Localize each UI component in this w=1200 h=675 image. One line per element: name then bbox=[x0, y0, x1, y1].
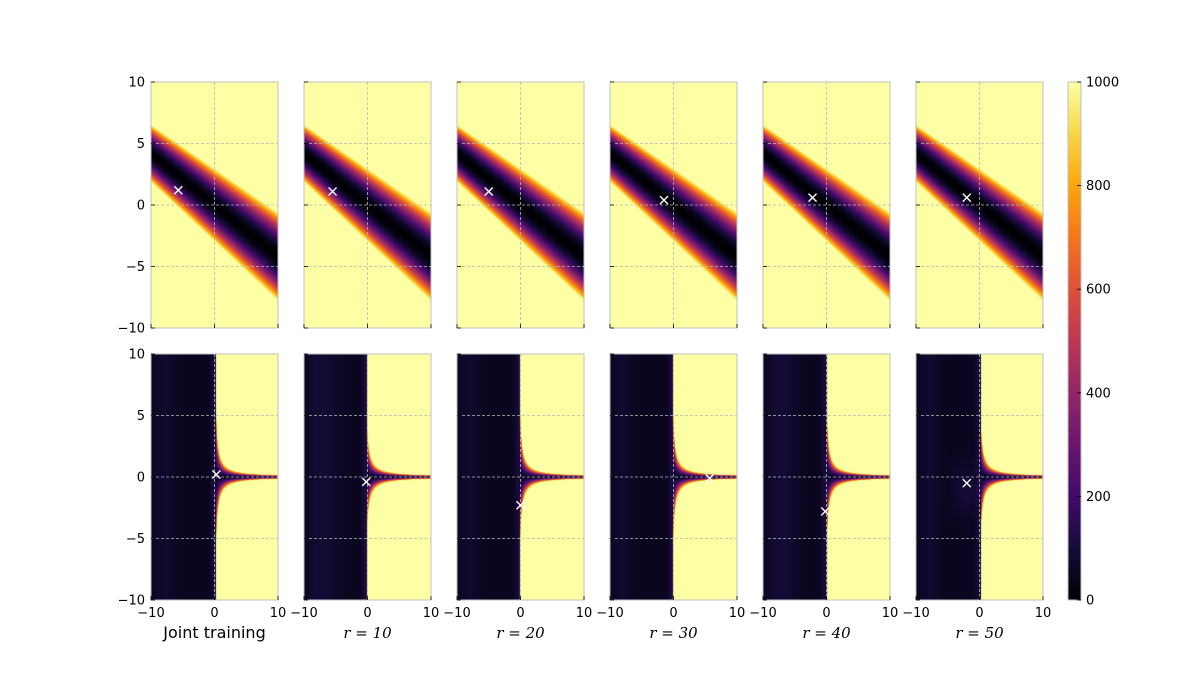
colorbar: 0 200 400 600 800 1000 bbox=[1067, 76, 1119, 609]
panel-r2-c1: −10 −5 0 5 10 −10 0 10 Joint training bbox=[118, 348, 287, 643]
minimum-marker bbox=[516, 500, 525, 510]
x-tick-label: 10 bbox=[882, 606, 899, 621]
panel-r1-c2 bbox=[303, 81, 432, 329]
panel-r1-c3 bbox=[456, 81, 585, 329]
x-tick-label: −10 bbox=[137, 606, 164, 621]
x-tick-label: −10 bbox=[902, 606, 929, 621]
x-tick-label: −10 bbox=[290, 606, 317, 621]
x-tick-label: 10 bbox=[576, 606, 593, 621]
minimum-marker bbox=[705, 473, 715, 483]
x-tick-label: 10 bbox=[423, 606, 440, 621]
colorbar-tick-label: 400 bbox=[1086, 386, 1111, 401]
y-tick-label: −10 bbox=[118, 594, 145, 609]
x-tick-label: 10 bbox=[729, 606, 746, 621]
minimum-marker bbox=[659, 195, 669, 205]
minimum-marker bbox=[173, 185, 183, 195]
minimum-marker bbox=[808, 193, 818, 203]
y-tick-label: 5 bbox=[137, 137, 145, 152]
column-label: Joint training bbox=[162, 623, 265, 642]
colorbar-tick-label: 0 bbox=[1086, 594, 1094, 609]
y-tick-label: 0 bbox=[137, 471, 145, 486]
panel-r1-c6 bbox=[915, 81, 1044, 329]
colorbar-tick-label: 800 bbox=[1086, 179, 1111, 194]
column-label: r = 30 bbox=[649, 624, 698, 642]
y-tick-label: 10 bbox=[128, 76, 145, 91]
column-label: r = 50 bbox=[955, 624, 1004, 642]
panel-r1-c1: −10 −5 0 5 10 bbox=[118, 76, 279, 337]
x-tick-label: 10 bbox=[1035, 606, 1052, 621]
y-tick-label: −5 bbox=[126, 532, 145, 547]
minimum-marker bbox=[962, 478, 972, 488]
y-tick-label: −10 bbox=[118, 322, 145, 337]
x-tick-label: 10 bbox=[270, 606, 287, 621]
x-tick-label: 0 bbox=[975, 606, 983, 621]
y-tick-label: 10 bbox=[128, 348, 145, 363]
x-tick-label: 0 bbox=[669, 606, 677, 621]
panel-r2-c2: −10 0 10 r = 10 bbox=[290, 353, 440, 642]
panel-r2-c5: −10 0 10 r = 40 bbox=[749, 353, 899, 642]
x-tick-label: −10 bbox=[596, 606, 623, 621]
x-tick-label: −10 bbox=[749, 606, 776, 621]
panel-r1-c5 bbox=[762, 81, 891, 329]
colorbar-tick-label: 600 bbox=[1086, 283, 1111, 298]
panel-r2-c4: −10 0 10 r = 30 bbox=[596, 353, 746, 642]
panel-r2-c6: −10 0 10 r = 50 bbox=[902, 353, 1052, 642]
minimum-marker bbox=[211, 470, 221, 480]
colorbar-tick-label: 1000 bbox=[1086, 76, 1119, 91]
y-tick-label: 0 bbox=[137, 199, 145, 214]
x-tick-label: −10 bbox=[443, 606, 470, 621]
column-label: r = 20 bbox=[496, 624, 545, 642]
minimum-marker bbox=[820, 506, 830, 516]
x-tick-label: 0 bbox=[516, 606, 524, 621]
minimum-marker bbox=[962, 193, 972, 203]
x-tick-label: 0 bbox=[363, 606, 371, 621]
column-label: r = 10 bbox=[343, 624, 392, 642]
x-tick-label: 0 bbox=[210, 606, 218, 621]
x-tick-label: 0 bbox=[822, 606, 830, 621]
colorbar-gradient bbox=[1067, 81, 1082, 601]
colorbar-tick-label: 200 bbox=[1086, 490, 1111, 505]
minimum-marker bbox=[484, 186, 494, 196]
panel-r1-c4 bbox=[609, 81, 738, 329]
y-tick-label: 5 bbox=[137, 409, 145, 424]
column-label: r = 40 bbox=[802, 624, 851, 642]
y-tick-label: −5 bbox=[126, 260, 145, 275]
panel-r2-c3: −10 0 10 r = 20 bbox=[443, 353, 593, 642]
minimum-marker bbox=[361, 477, 371, 487]
minimum-marker bbox=[328, 186, 338, 196]
